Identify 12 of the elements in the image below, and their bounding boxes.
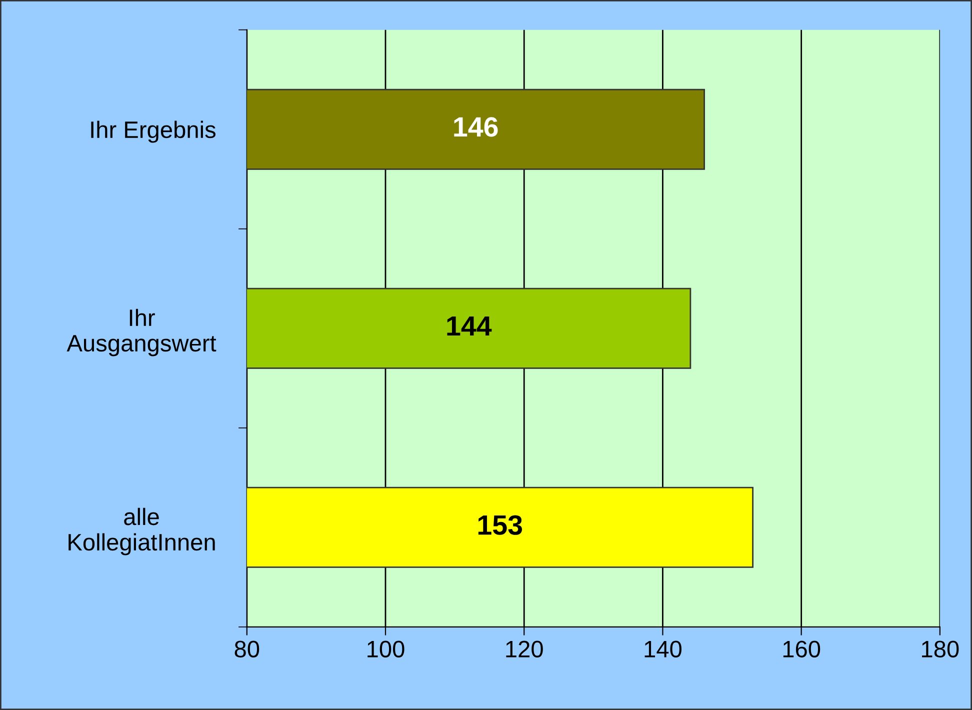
data-label: 153 xyxy=(478,515,522,535)
y-tick-label: Ihr Ausgangswert xyxy=(66,308,216,356)
x-tick-label: 140 xyxy=(644,640,682,658)
x-tick-label: 80 xyxy=(234,640,260,658)
x-tick-label: 180 xyxy=(922,640,959,658)
y-tick-label: alle KollegiatInnen xyxy=(68,508,215,556)
data-label: 144 xyxy=(447,316,492,336)
x-tick-label: 120 xyxy=(506,640,543,658)
x-tick-label: 100 xyxy=(368,640,404,658)
y-tick-label: Ihr Ergebnis xyxy=(91,120,216,143)
data-label: 146 xyxy=(454,117,498,137)
x-tick-label: 160 xyxy=(783,640,820,658)
